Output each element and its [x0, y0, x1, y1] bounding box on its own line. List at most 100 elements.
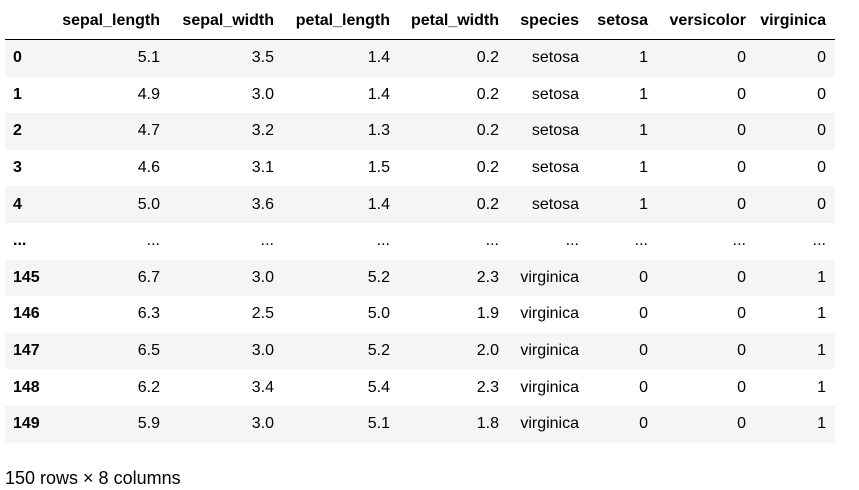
- table-cell: 3.2: [251, 122, 274, 140]
- table-cell: ...: [376, 232, 390, 250]
- column-header-petal-length: petal_length: [283, 3, 399, 40]
- table-cell: 0: [737, 342, 746, 360]
- row-index: ...: [13, 232, 27, 250]
- table-cell: 5.1: [367, 415, 390, 433]
- table-cell: 3.0: [251, 85, 274, 103]
- table-cell: 0: [737, 159, 746, 177]
- table-cell: 2.3: [476, 268, 499, 286]
- table-cell: 1.9: [476, 305, 499, 323]
- table-cell: ...: [260, 232, 274, 250]
- table-cell: 0.2: [476, 49, 499, 67]
- table-row: 2 4.7 3.2 1.3 0.2 setosa 1 0 0: [5, 113, 835, 150]
- table-cell: setosa: [531, 85, 579, 103]
- table-row: 1 4.9 3.0 1.4 0.2 setosa 1 0 0: [5, 76, 835, 114]
- table-cell: 1.4: [367, 195, 390, 213]
- table-row: 4 5.0 3.6 1.4 0.2 setosa 1 0 0: [5, 186, 835, 223]
- table-cell: 1: [639, 122, 648, 140]
- table-cell: 0: [817, 122, 826, 140]
- table-cell: setosa: [531, 49, 579, 67]
- table-cell: 1: [817, 415, 826, 433]
- table-cell: 0: [817, 159, 826, 177]
- row-index: 4: [13, 195, 22, 213]
- table-cell: 5.9: [137, 415, 160, 433]
- table-cell: 0: [737, 415, 746, 433]
- table-cell: 3.0: [251, 415, 274, 433]
- table-cell: 1: [639, 195, 648, 213]
- table-cell: 5.0: [367, 305, 390, 323]
- row-index: 146: [13, 305, 40, 323]
- column-header-sepal-length: sepal_length: [54, 3, 169, 40]
- table-body: 0 5.1 3.5 1.4 0.2 setosa 1 0 0 1 4.9 3.0 1.4 0.2 setos…: [5, 39, 835, 443]
- row-index: 3: [13, 159, 22, 177]
- table-cell: setosa: [531, 159, 579, 177]
- shape-summary: 150 rows × 8 columns: [5, 468, 181, 488]
- table-cell: 1: [639, 85, 648, 103]
- table-cell: 5.0: [137, 195, 160, 213]
- column-header-sepal-width: sepal_width: [169, 3, 283, 40]
- table-row: 0 5.1 3.5 1.4 0.2 setosa 1 0 0: [5, 39, 835, 77]
- column-header-petal-width: petal_width: [399, 3, 508, 40]
- table-cell: 1.5: [367, 159, 390, 177]
- table-cell: 4.9: [137, 85, 160, 103]
- table-cell: setosa: [531, 122, 579, 140]
- table-cell: virginica: [520, 378, 579, 396]
- column-header-virginica: virginica: [755, 3, 835, 40]
- table-cell: 1.4: [367, 85, 390, 103]
- table-cell: 3.6: [251, 195, 274, 213]
- table-cell: 1.3: [367, 122, 390, 140]
- table-row: 146 6.3 2.5 5.0 1.9 virginica 0 0 1: [5, 296, 835, 333]
- table-cell: 6.7: [137, 268, 160, 286]
- table-cell: ...: [634, 232, 648, 250]
- table-cell: 4.6: [137, 159, 160, 177]
- table-row: 149 5.9 3.0 5.1 1.8 virginica 0 0 1: [5, 405, 835, 443]
- table-cell: 6.2: [137, 378, 160, 396]
- table-cell: 0.2: [476, 85, 499, 103]
- table-cell: virginica: [520, 268, 579, 286]
- table-cell: 2.0: [476, 342, 499, 360]
- table-cell: 1: [817, 342, 826, 360]
- table-cell: 3.0: [251, 342, 274, 360]
- table-cell: 0.2: [476, 195, 499, 213]
- table-cell: 5.1: [137, 49, 160, 67]
- table-cell: 0: [639, 268, 648, 286]
- table-cell: 0: [639, 415, 648, 433]
- table-cell: 3.4: [251, 378, 274, 396]
- table-cell: setosa: [531, 195, 579, 213]
- table-cell: ...: [812, 232, 826, 250]
- table-cell: 1: [817, 378, 826, 396]
- table-cell: 0: [639, 378, 648, 396]
- table-cell: ...: [565, 232, 579, 250]
- table-cell: 2.5: [251, 305, 274, 323]
- table-cell: 0: [817, 85, 826, 103]
- ellipsis-row: ...........................: [5, 222, 835, 260]
- table-cell: 6.3: [137, 305, 160, 323]
- table-cell: 3.1: [251, 159, 274, 177]
- header-row: sepal_length sepal_width petal_length petal…: [5, 3, 835, 40]
- table-cell: 4.7: [137, 122, 160, 140]
- dataframe-table: sepal_length sepal_width petal_length petal…: [5, 3, 835, 443]
- table-cell: 5.2: [367, 268, 390, 286]
- table-cell: 0: [737, 268, 746, 286]
- table-cell: 1.8: [476, 415, 499, 433]
- table-cell: 0: [737, 85, 746, 103]
- table-cell: 0: [737, 378, 746, 396]
- table-cell: 1.4: [367, 49, 390, 67]
- table-cell: virginica: [520, 415, 579, 433]
- table-row: 3 4.6 3.1 1.5 0.2 setosa 1 0 0: [5, 149, 835, 187]
- table-cell: 0: [737, 195, 746, 213]
- table-cell: 0: [737, 305, 746, 323]
- table-cell: ...: [485, 232, 499, 250]
- row-index: 0: [13, 49, 22, 67]
- table-cell: 1: [639, 159, 648, 177]
- table-cell: 0: [639, 305, 648, 323]
- table-cell: 0: [639, 342, 648, 360]
- index-header: [5, 3, 54, 40]
- column-header-versicolor: versicolor: [657, 3, 755, 40]
- table-cell: 3.0: [251, 268, 274, 286]
- row-index: 149: [13, 415, 40, 433]
- table-row: 148 6.2 3.4 5.4 2.3 virginica 0 0 1: [5, 369, 835, 406]
- table-cell: virginica: [520, 305, 579, 323]
- table-cell: ...: [146, 232, 160, 250]
- column-header-species: species: [508, 3, 588, 40]
